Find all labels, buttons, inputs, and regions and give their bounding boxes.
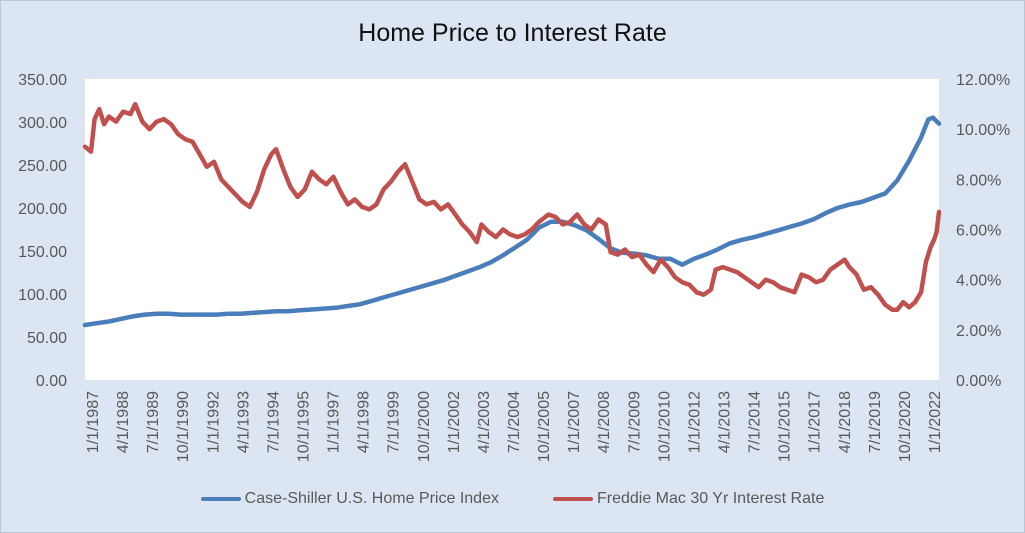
x-tick-label: 7/1/1999	[386, 391, 403, 453]
y-right-tick-label: 6.00%	[956, 223, 1001, 240]
x-tick-label: 4/1/1998	[356, 391, 373, 453]
y-left-tick-label: 250.00	[18, 158, 67, 175]
x-tick-label: 7/1/2014	[747, 391, 764, 453]
legend-item-home-price: Case-Shiller U.S. Home Price Index	[200, 490, 499, 508]
y-right-tick-label: 4.00%	[956, 273, 1001, 290]
y-left-tick-label: 0.00	[36, 373, 67, 390]
legend: Case-Shiller U.S. Home Price Index Fredd…	[1, 490, 1024, 508]
plot-area	[85, 79, 939, 380]
x-tick-label: 1/1/2017	[807, 391, 824, 453]
interest-rate-line	[82, 101, 942, 313]
x-tick-label: 7/1/2019	[867, 391, 884, 453]
x-tick-label: 10/1/2015	[777, 391, 794, 462]
x-tick-label: 10/1/2020	[897, 391, 914, 462]
y-right-tick-label: 10.00%	[956, 122, 1010, 139]
legend-label-home-price: Case-Shiller U.S. Home Price Index	[244, 490, 499, 507]
x-tick-label: 1/1/2007	[566, 391, 583, 453]
x-tick-label: 7/1/2009	[626, 391, 643, 453]
x-tick-label: 4/1/1993	[235, 391, 252, 453]
y-left-tick-label: 200.00	[18, 201, 67, 218]
x-tick-label: 1/1/2022	[927, 391, 944, 453]
x-tick-label: 10/1/1990	[175, 391, 192, 462]
x-tick-label: 4/1/2013	[716, 391, 733, 453]
x-tick-label: 4/1/2008	[596, 391, 613, 453]
x-tick-label: 7/1/1989	[145, 391, 162, 453]
y-right-axis: 0.00% 2.00% 4.00% 6.00% 8.00% 10.00% 12.00%	[956, 72, 1010, 390]
y-right-tick-label: 0.00%	[956, 373, 1001, 390]
legend-swatch-interest-rate	[552, 497, 593, 501]
x-tick-label: 10/1/2005	[536, 391, 553, 462]
y-left-tick-label: 50.00	[27, 330, 67, 347]
y-left-tick-label: 300.00	[18, 115, 67, 132]
chart-title: Home Price to Interest Rate	[358, 19, 667, 47]
legend-item-interest-rate: Freddie Mac 30 Yr Interest Rate	[552, 490, 825, 508]
x-tick-label: 4/1/1988	[115, 391, 132, 453]
legend-swatch-home-price	[200, 497, 241, 501]
x-tick-label: 7/1/1994	[265, 391, 282, 453]
y-left-tick-label: 150.00	[18, 244, 67, 261]
y-left-axis: 0.00 50.00 100.00 150.00 200.00 250.00 300.00 3…	[18, 72, 67, 390]
y-left-tick-label: 350.00	[18, 72, 67, 89]
x-tick-label: 7/1/2004	[506, 391, 523, 453]
y-right-tick-label: 12.00%	[956, 72, 1010, 89]
x-tick-label: 4/1/2018	[837, 391, 854, 453]
x-tick-label: 4/1/2003	[476, 391, 493, 453]
y-right-tick-label: 8.00%	[956, 172, 1001, 189]
x-tick-label: 1/1/1997	[326, 391, 343, 453]
x-tick-label: 1/1/2012	[686, 391, 703, 453]
legend-label-interest-rate: Freddie Mac 30 Yr Interest Rate	[596, 490, 825, 507]
x-axis: 1/1/1987 4/1/1988 7/1/1989 10/1/1990 1/1/199…	[85, 391, 944, 462]
x-tick-label: 1/1/2002	[446, 391, 463, 453]
series-lines	[82, 101, 942, 328]
x-tick-label: 10/1/2000	[416, 391, 433, 462]
home-price-line	[82, 115, 942, 328]
y-left-tick-label: 100.00	[18, 287, 67, 304]
y-right-tick-label: 2.00%	[956, 323, 1001, 340]
x-tick-label: 10/1/2010	[656, 391, 673, 462]
x-tick-label: 1/1/1992	[205, 391, 222, 453]
x-tick-label: 10/1/1995	[295, 391, 312, 462]
x-tick-label: 1/1/1987	[85, 391, 102, 453]
